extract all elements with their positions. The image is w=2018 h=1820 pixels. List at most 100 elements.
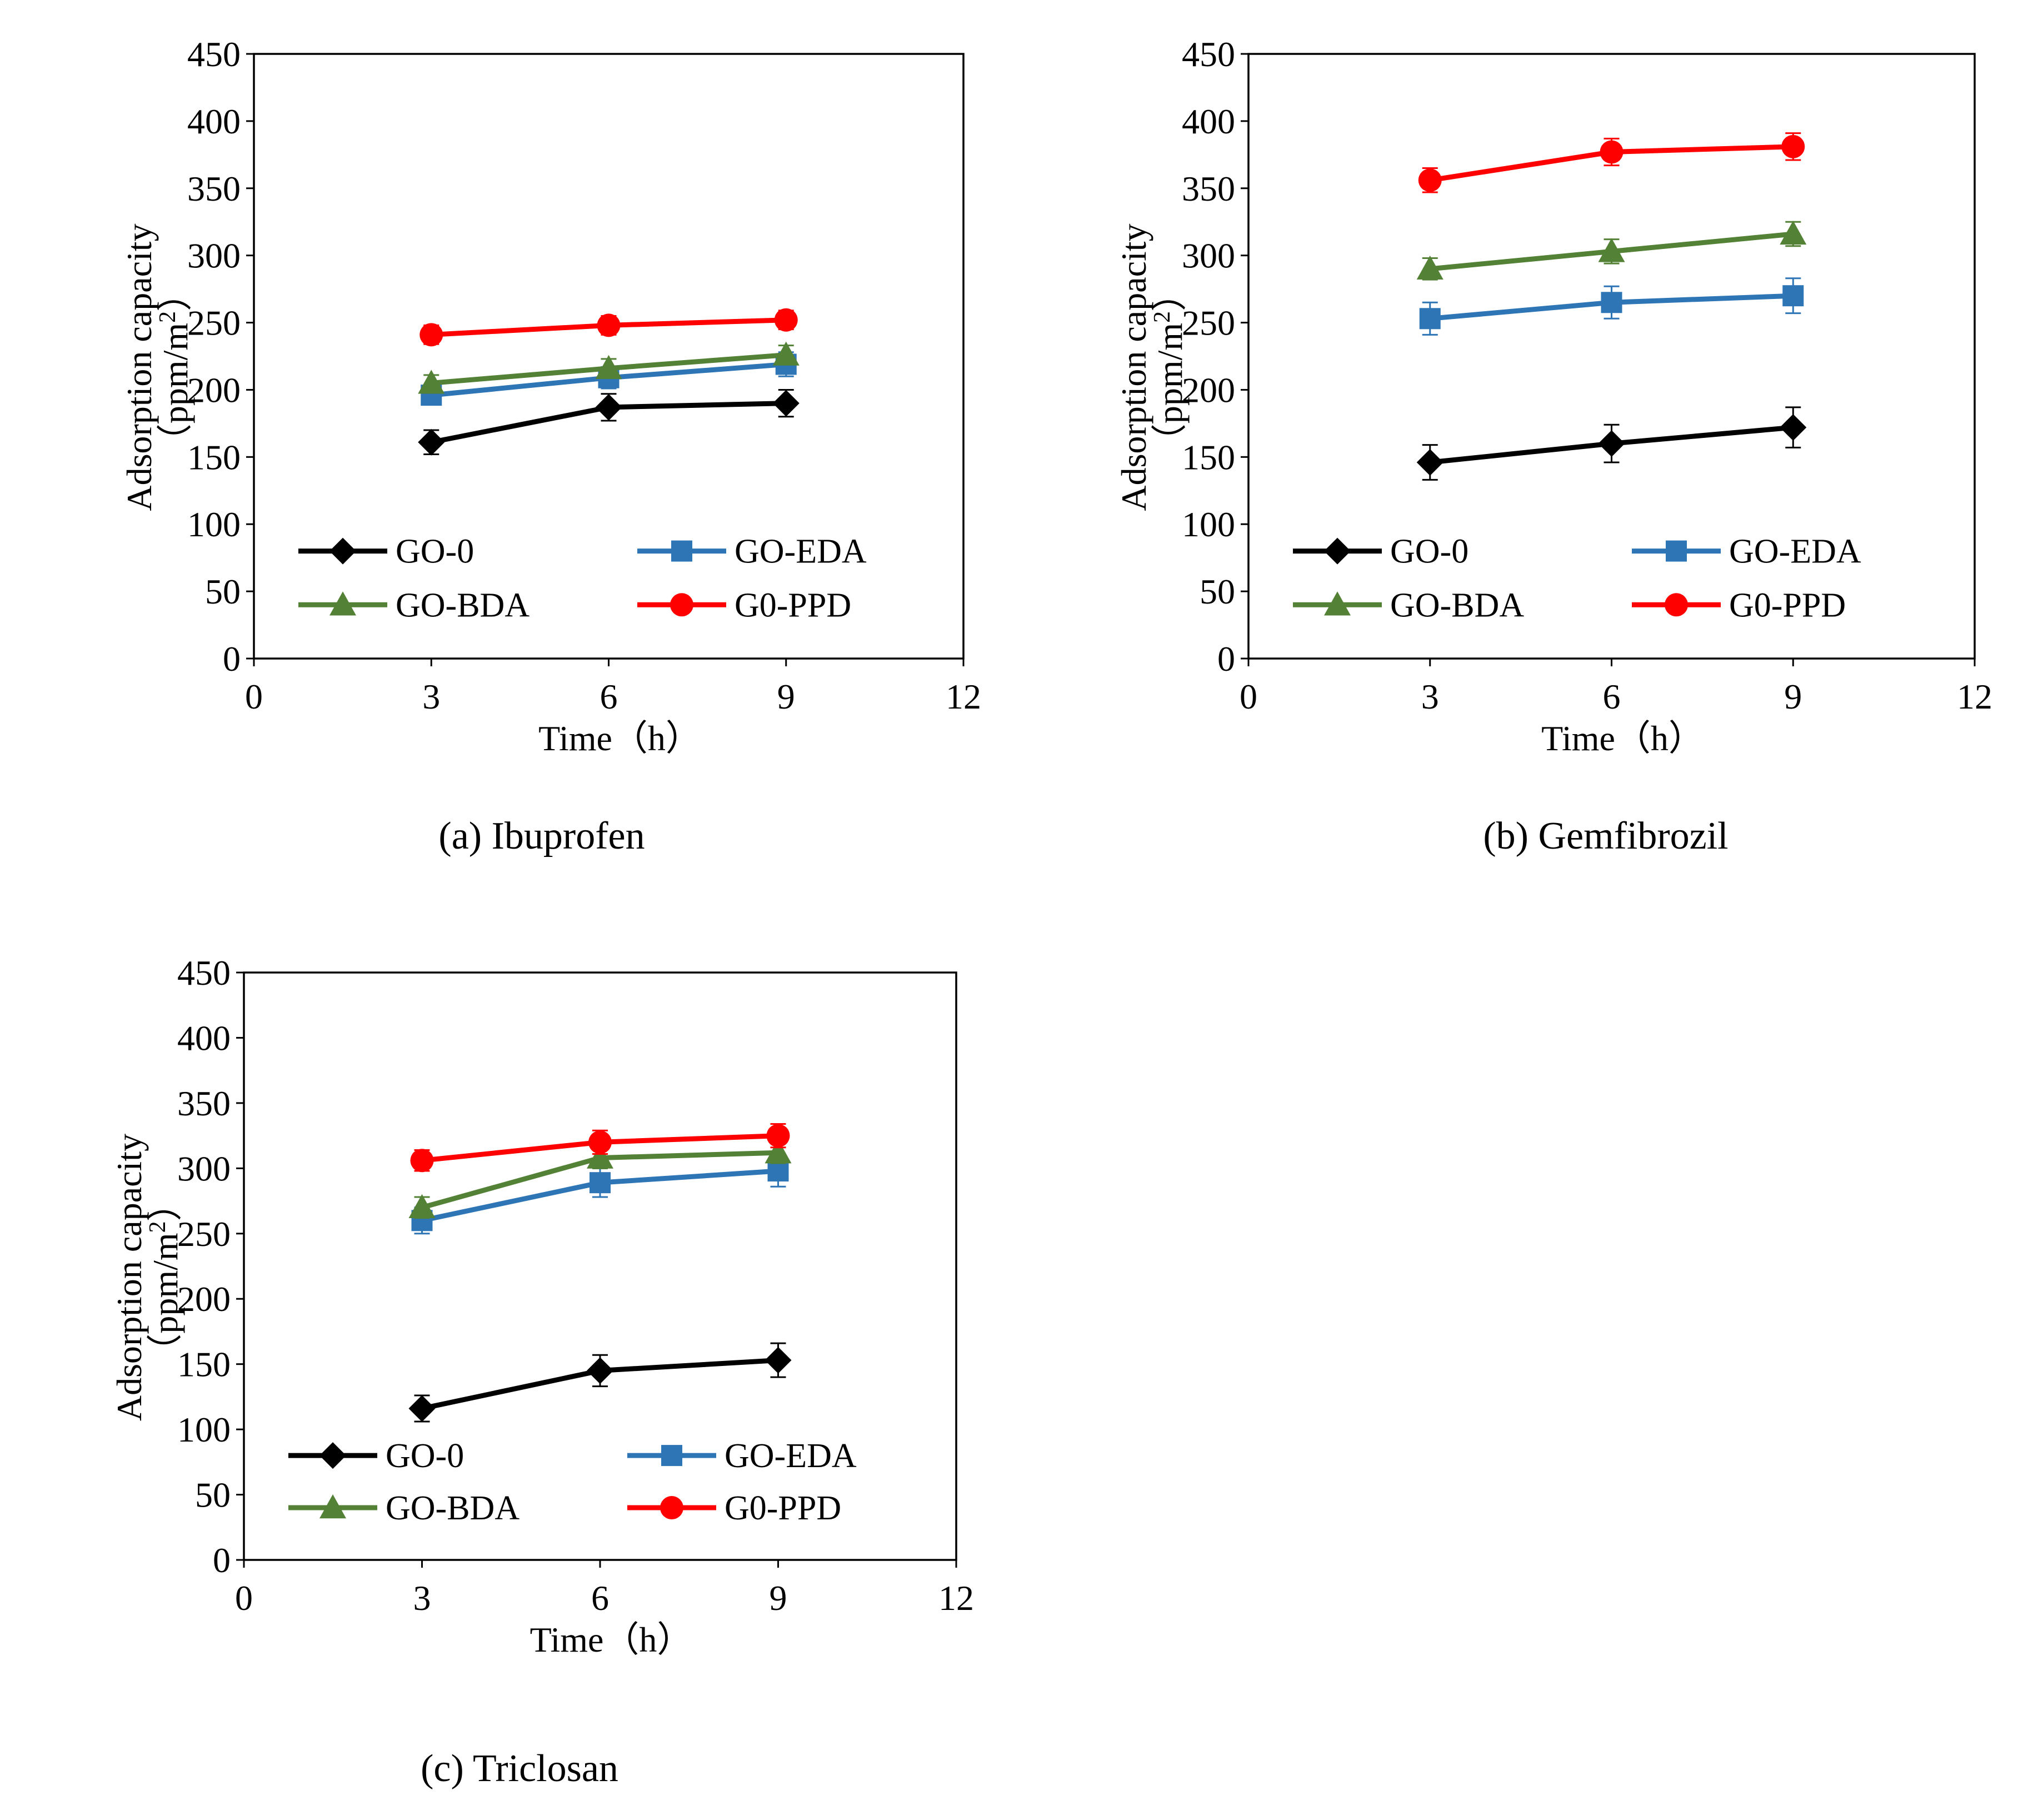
legend: GO-0 GO-EDA GO-BDA G0-PPD	[298, 533, 867, 624]
chart-c: 0 50 100 150 200 250 300 350 400 450 0 3 6 9 12 Time（h）…	[109, 953, 974, 1659]
legend-marker	[329, 591, 356, 616]
legend-marker	[671, 540, 692, 562]
legend-label: GO-BDA	[386, 1489, 520, 1527]
chart-caption: (a) Ibuprofen	[438, 815, 645, 857]
x-tick-label: 3	[413, 1578, 431, 1618]
legend-item-GO-EDA: GO-EDA	[637, 533, 867, 571]
data-point	[1598, 430, 1625, 457]
legend-marker	[660, 1496, 683, 1520]
legend-item-GO-0: GO-0	[288, 1437, 464, 1475]
y-tick-label: 100	[1182, 505, 1235, 544]
y-tick-label: 150	[187, 437, 241, 477]
legend-item-GO-BDA: GO-BDA	[298, 586, 530, 624]
y-axis-title: Adsorption capacity	[1114, 223, 1153, 511]
legend-item-GO-EDA: GO-EDA	[1632, 533, 1861, 571]
y-tick-label: 150	[177, 1345, 231, 1384]
y-tick-label: 400	[177, 1018, 231, 1058]
x-tick-label: 9	[770, 1578, 787, 1618]
y-tick-label: 150	[1182, 437, 1235, 477]
legend-label: GO-EDA	[1729, 533, 1861, 571]
x-tick-label: 12	[938, 1578, 974, 1618]
legend-label: G0-PPD	[735, 586, 851, 624]
data-point	[765, 1347, 792, 1374]
data-point	[418, 370, 445, 394]
legend-label: G0-PPD	[725, 1489, 841, 1527]
y-tick-label: 400	[187, 102, 241, 141]
y-tick-label: 50	[205, 572, 241, 611]
legend-marker	[319, 1494, 346, 1519]
y-tick-label: 300	[177, 1149, 231, 1188]
data-point	[408, 1194, 436, 1218]
y-tick-label: 300	[1182, 236, 1235, 276]
data-point	[1419, 308, 1441, 330]
series-GO-EDA	[1419, 277, 1804, 336]
y-axis-unit: （ppm/m2）	[155, 276, 195, 459]
chart-caption: (b) Gemfibrozil	[1483, 815, 1728, 857]
y-axis-title: Adsorption capacity	[109, 1134, 149, 1421]
legend-item-GO-0: GO-0	[298, 533, 474, 571]
y-tick-label: 200	[177, 1279, 231, 1319]
y-tick-label: 0	[1217, 639, 1235, 679]
x-tick-label: 6	[600, 677, 618, 716]
data-point	[1780, 414, 1807, 441]
data-point	[418, 428, 445, 456]
legend-marker	[1324, 537, 1351, 565]
data-point	[587, 1357, 613, 1384]
x-tick-label: 9	[1784, 677, 1802, 716]
data-point	[774, 308, 798, 332]
x-tick-label: 0	[1240, 677, 1257, 716]
legend-label: GO-EDA	[725, 1437, 857, 1475]
legend-item-GO-EDA: GO-EDA	[627, 1437, 857, 1475]
legend-marker	[329, 537, 356, 565]
legend-label: GO-BDA	[396, 586, 530, 624]
data-point	[588, 1130, 612, 1154]
y-tick-label: 200	[187, 370, 241, 410]
y-tick-label: 450	[1182, 34, 1235, 74]
data-point	[595, 393, 622, 421]
legend-marker	[1324, 591, 1351, 616]
data-point	[419, 323, 443, 347]
x-axis-title: Time（h）	[538, 719, 701, 758]
x-tick-label: 9	[777, 677, 795, 716]
legend-item-G0-PPD: G0-PPD	[637, 586, 851, 624]
data-point	[1598, 238, 1625, 262]
x-tick-label: 6	[1603, 677, 1621, 716]
x-tick-label: 0	[235, 1578, 253, 1618]
data-point	[1780, 220, 1807, 245]
legend-item-GO-BDA: GO-BDA	[288, 1489, 520, 1527]
data-point	[587, 1144, 613, 1169]
chart-caption: (c) Triclosan	[421, 1747, 618, 1790]
data-point	[408, 1395, 436, 1422]
data-point	[1601, 292, 1622, 313]
x-tick-label: 12	[1957, 677, 1992, 716]
y-tick-label: 350	[177, 1084, 231, 1123]
chart-b: 0 50 100 150 200 250 300 350 400 450 0 3 6 9 12 Time（h）…	[1114, 34, 1992, 758]
legend-marker	[319, 1442, 346, 1469]
series-GO-BDA	[418, 341, 800, 394]
legend-marker	[661, 1445, 682, 1467]
y-tick-label: 100	[177, 1410, 231, 1449]
y-tick-label: 100	[187, 505, 241, 544]
data-point	[410, 1149, 434, 1173]
y-tick-label: 50	[195, 1475, 231, 1515]
data-point	[1418, 168, 1442, 192]
chart-a: 0 50 100 150 200 250 300 350 400 450 0 3 6 9 12 Time（h）…	[119, 34, 981, 758]
y-tick-label: 50	[1200, 572, 1235, 611]
data-point	[595, 355, 622, 379]
data-point	[1782, 285, 1804, 307]
legend-label: G0-PPD	[1729, 586, 1846, 624]
legend-marker	[1665, 593, 1688, 617]
data-point	[597, 313, 621, 337]
y-tick-label: 200	[1182, 370, 1235, 410]
x-tick-label: 3	[422, 677, 440, 716]
legend-label: GO-BDA	[1390, 586, 1524, 624]
x-axis-title: Time（h）	[1541, 719, 1704, 758]
series-G0-PPD	[419, 308, 798, 347]
x-tick-label: 12	[946, 677, 981, 716]
series-GO-BDA	[408, 1139, 792, 1219]
legend-label: GO-0	[1390, 533, 1468, 571]
series-GO-BDA	[1416, 220, 1807, 281]
y-tick-label: 350	[187, 169, 241, 208]
legend-marker	[670, 593, 693, 617]
